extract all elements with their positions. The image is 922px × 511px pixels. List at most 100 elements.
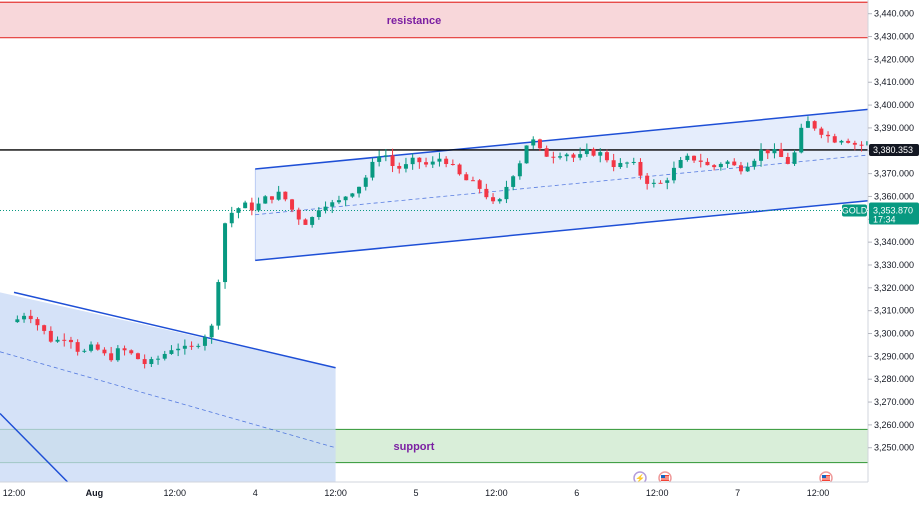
candle[interactable] [403,157,408,173]
candle[interactable] [792,149,797,166]
candle[interactable] [42,324,47,335]
candle[interactable] [223,222,228,289]
candle[interactable] [732,158,737,166]
candle[interactable] [243,200,248,209]
candle[interactable] [62,333,67,347]
candle[interactable] [330,199,335,214]
candle[interactable] [678,156,683,169]
candle[interactable] [698,153,703,168]
candle[interactable] [75,339,80,356]
candle[interactable] [283,191,288,202]
candle[interactable] [142,354,147,369]
candle[interactable] [645,173,650,190]
candle[interactable] [839,139,844,145]
candle[interactable] [135,352,140,360]
candle[interactable] [48,326,53,343]
candle[interactable] [129,349,134,355]
time-axis[interactable]: 12:00 Aug 12:00 4 12:00 5 12:00 6 12:00 7 12:00 [0,481,922,511]
candle[interactable] [269,196,274,204]
candle[interactable] [531,136,536,150]
candle[interactable] [819,126,824,139]
candle[interactable] [544,145,549,157]
candle[interactable] [196,343,201,349]
candle[interactable] [410,153,415,170]
candle[interactable] [28,309,33,324]
candle[interactable] [310,216,315,228]
candle[interactable] [296,207,301,225]
candle[interactable] [397,162,402,174]
candle[interactable] [511,175,516,191]
candle[interactable] [705,158,710,166]
candle[interactable] [625,161,630,168]
candle[interactable] [484,183,489,200]
candle[interactable] [169,345,174,355]
candle[interactable] [276,185,281,201]
candle[interactable] [350,192,355,198]
candle[interactable] [430,156,435,168]
candle[interactable] [343,196,348,207]
candle[interactable] [598,148,603,163]
candle[interactable] [323,201,328,214]
candle[interactable] [491,193,496,205]
candle[interactable] [249,197,254,216]
candle[interactable] [122,345,127,356]
candle[interactable] [772,143,777,159]
candle[interactable] [229,206,234,228]
candle[interactable] [450,159,455,166]
candle[interactable] [470,176,475,182]
candle[interactable] [712,164,717,171]
candle[interactable] [189,341,194,350]
candle[interactable] [618,158,623,169]
candle[interactable] [591,147,596,157]
candle[interactable] [852,140,857,151]
candle[interactable] [377,150,382,167]
candle[interactable] [826,131,831,143]
candle[interactable] [738,161,743,175]
candle[interactable] [779,142,784,158]
rising-channel-fill[interactable] [255,50,922,261]
candle[interactable] [357,186,362,198]
candle[interactable] [162,350,167,361]
candle[interactable] [859,141,864,152]
candle[interactable] [638,158,643,180]
candle[interactable] [665,177,670,190]
candle[interactable] [457,163,462,176]
candle[interactable] [89,341,94,353]
candle[interactable] [564,152,569,162]
candle[interactable] [765,149,770,160]
candle[interactable] [363,175,368,191]
candle[interactable] [290,198,295,213]
candle[interactable] [22,312,27,323]
candle[interactable] [584,143,589,157]
candle[interactable] [82,348,87,353]
lightning-event-icon[interactable]: ⚡ [633,471,647,485]
candle[interactable] [68,336,73,349]
candle[interactable] [149,356,154,368]
candle[interactable] [236,207,241,219]
candle[interactable] [692,155,697,163]
candle[interactable] [524,145,529,164]
candle[interactable] [303,218,308,225]
candle[interactable] [182,339,187,355]
candle[interactable] [631,157,636,165]
falling-channel-upper-line[interactable] [13,291,336,369]
candle[interactable] [752,158,757,170]
candle[interactable] [209,323,214,344]
candle[interactable] [812,120,817,131]
candle[interactable] [658,180,663,184]
candle[interactable] [109,346,114,362]
price-axis[interactable]: 3,440.000 3,430.000 3,420.000 3,410.000 3,40… [867,0,922,511]
candle[interactable] [464,172,469,181]
candle[interactable] [176,343,181,357]
candle[interactable] [651,179,656,188]
candle[interactable] [611,153,616,172]
candle[interactable] [417,157,422,169]
falling-channel-fill[interactable] [0,292,336,482]
candle[interactable] [370,158,375,181]
candle[interactable] [832,133,837,144]
candle[interactable] [35,317,40,331]
candle[interactable] [102,347,107,356]
